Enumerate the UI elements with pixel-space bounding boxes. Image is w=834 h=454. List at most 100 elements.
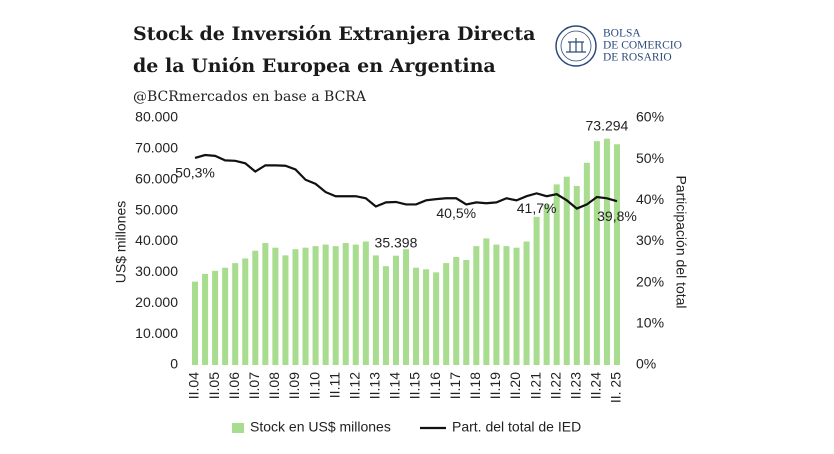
bar bbox=[392, 255, 399, 365]
logo-text: DE COMERCIO bbox=[603, 40, 682, 52]
x-tick-label: II.24 bbox=[588, 372, 604, 399]
y2-tick-label: 20% bbox=[636, 273, 664, 289]
x-tick-label: II.11 bbox=[326, 372, 342, 398]
legend-swatch bbox=[232, 423, 244, 433]
bar bbox=[282, 255, 289, 365]
bar bbox=[312, 246, 319, 365]
data-label: 73.294 bbox=[586, 117, 629, 133]
logo-text: DE ROSARIO bbox=[603, 52, 672, 64]
x-tick-label: II.07 bbox=[246, 372, 262, 399]
chart-title: de la Unión Europea en Argentina bbox=[133, 55, 496, 77]
data-label: 35.398 bbox=[375, 234, 418, 250]
x-tick-label: II.23 bbox=[567, 372, 583, 399]
bar bbox=[553, 184, 560, 365]
x-tick-label: II.14 bbox=[387, 372, 403, 399]
bar bbox=[493, 244, 500, 365]
x-tick-label: II.09 bbox=[286, 372, 302, 399]
y2-tick-label: 10% bbox=[636, 315, 664, 331]
x-tick-label: II.22 bbox=[547, 372, 563, 399]
bar bbox=[242, 258, 249, 365]
x-tick-label: II.16 bbox=[427, 372, 443, 399]
x-tick-label: II.19 bbox=[487, 372, 503, 399]
bar bbox=[402, 249, 410, 365]
bar bbox=[362, 241, 369, 365]
y2-tick-label: 60% bbox=[636, 109, 664, 125]
y2-tick-label: 50% bbox=[636, 150, 664, 166]
bar bbox=[443, 263, 450, 365]
bar bbox=[262, 243, 269, 365]
data-label: 50,3% bbox=[175, 165, 215, 181]
y-tick-label: 60.000 bbox=[135, 170, 178, 186]
y-tick-label: 50.000 bbox=[135, 201, 178, 217]
bar bbox=[523, 241, 530, 365]
y-tick-label: 0 bbox=[170, 356, 178, 372]
bar bbox=[292, 249, 299, 365]
bar bbox=[483, 238, 490, 365]
y-tick-label: 20.000 bbox=[135, 294, 178, 310]
bar bbox=[202, 273, 209, 365]
x-tick-label: II. 25 bbox=[608, 372, 624, 403]
legend-label: Stock en US$ millones bbox=[250, 419, 391, 435]
bar bbox=[453, 256, 460, 365]
data-label: 40,5% bbox=[436, 205, 476, 221]
x-tick-label: II.10 bbox=[306, 372, 322, 399]
bar bbox=[473, 246, 480, 365]
x-tick-label: II.20 bbox=[507, 372, 523, 399]
bar bbox=[533, 216, 540, 365]
data-label: 39,8% bbox=[597, 208, 637, 224]
y2-tick-label: 30% bbox=[636, 232, 664, 248]
bar bbox=[413, 267, 420, 365]
x-tick-label: II.15 bbox=[407, 372, 423, 399]
y-tick-label: 40.000 bbox=[135, 232, 178, 248]
x-tick-label: II.17 bbox=[447, 372, 463, 399]
bar bbox=[433, 272, 440, 365]
bar bbox=[322, 244, 329, 365]
x-tick-label: II.05 bbox=[206, 372, 222, 399]
data-label: 41,7% bbox=[517, 200, 557, 216]
x-tick-label: II.06 bbox=[226, 372, 242, 399]
bar bbox=[593, 141, 600, 365]
x-tick-label: II.18 bbox=[467, 372, 483, 399]
x-tick-label: II.21 bbox=[527, 372, 543, 399]
bar bbox=[352, 244, 359, 365]
y2-tick-label: 40% bbox=[636, 191, 664, 207]
bar bbox=[603, 138, 610, 365]
bar bbox=[222, 267, 229, 365]
legend-label: Part. del total de IED bbox=[452, 419, 581, 435]
y-tick-label: 70.000 bbox=[135, 140, 178, 156]
logo-emblem bbox=[555, 25, 597, 67]
bar bbox=[232, 263, 239, 365]
bar bbox=[252, 250, 259, 365]
bar bbox=[272, 247, 279, 365]
bar bbox=[212, 270, 219, 365]
bar bbox=[332, 246, 339, 365]
bar bbox=[503, 246, 510, 365]
bar bbox=[463, 260, 470, 365]
y2-axis-title: Participación del total bbox=[673, 175, 689, 308]
chart-title: Stock de Inversión Extranjera Directa bbox=[133, 23, 535, 45]
bar bbox=[573, 185, 580, 365]
line bbox=[194, 153, 618, 210]
bar bbox=[543, 204, 550, 365]
bar bbox=[342, 243, 349, 365]
y-tick-label: 80.000 bbox=[135, 109, 178, 125]
y2-tick-label: 0% bbox=[636, 356, 656, 372]
bar bbox=[613, 144, 620, 365]
y-tick-label: 30.000 bbox=[135, 263, 178, 279]
y-tick-label: 10.000 bbox=[135, 325, 178, 341]
bar bbox=[563, 176, 570, 365]
x-tick-label: II.08 bbox=[266, 372, 282, 399]
bar bbox=[302, 247, 309, 365]
bar bbox=[513, 247, 520, 365]
x-tick-label: II.12 bbox=[346, 372, 362, 399]
bar bbox=[192, 281, 199, 365]
logo-text: BOLSA bbox=[603, 28, 641, 40]
x-tick-label: II.04 bbox=[186, 372, 202, 399]
bar bbox=[382, 266, 389, 365]
bar bbox=[372, 255, 379, 365]
y-axis-title: US$ millones bbox=[113, 201, 129, 283]
bar bbox=[583, 162, 590, 365]
chart-subtitle: @BCRmercados en base a BCRA bbox=[133, 89, 367, 105]
bar bbox=[423, 269, 430, 365]
